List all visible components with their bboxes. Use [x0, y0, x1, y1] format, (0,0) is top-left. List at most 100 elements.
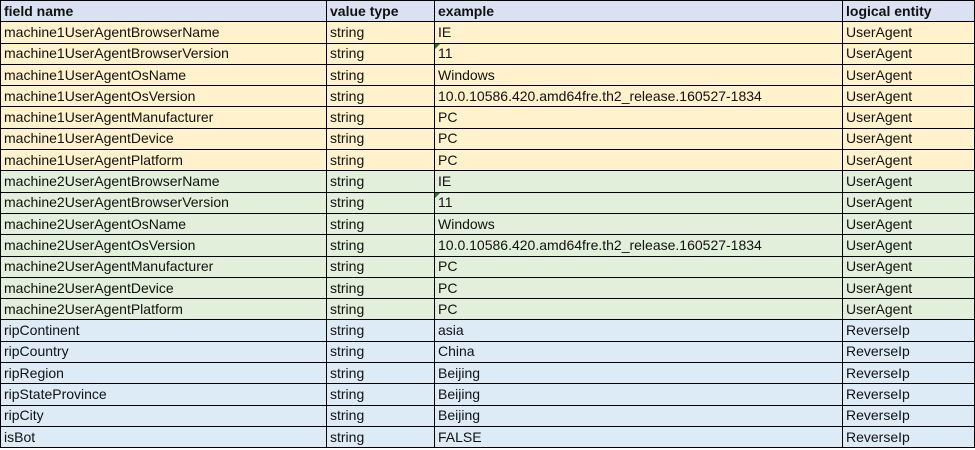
example-cell[interactable]: PC [434, 298, 843, 321]
example-cell[interactable]: IE [434, 21, 843, 44]
value-type-cell[interactable]: string [326, 340, 435, 364]
example-cell[interactable]: China [434, 340, 843, 364]
example-cell[interactable]: IE [434, 170, 843, 193]
header-logical-entity[interactable]: logical entity [842, 0, 975, 23]
logical-entity-cell[interactable]: UserAgent [842, 127, 975, 151]
logical-entity-cell[interactable]: UserAgent [842, 42, 975, 65]
field-name-cell[interactable]: machine1UserAgentBrowserName [0, 21, 327, 44]
value-type-cell[interactable]: string [326, 383, 435, 406]
field-name-cell[interactable]: machine2UserAgentDevice [0, 276, 327, 300]
value-type-cell[interactable]: string [326, 234, 435, 257]
example-cell[interactable]: 10.0.10586.420.amd64fre.th2_release.1605… [434, 85, 843, 108]
header-value-type[interactable]: value type [326, 0, 435, 23]
logical-entity-cell[interactable]: ReverseIp [842, 340, 975, 364]
logical-entity-cell[interactable]: UserAgent [842, 212, 975, 236]
example-cell[interactable]: Windows [434, 212, 843, 236]
value-type-cell[interactable]: string [326, 212, 435, 236]
field-name-cell[interactable]: machine2UserAgentBrowserVersion [0, 191, 327, 214]
logical-entity-cell[interactable]: UserAgent [842, 191, 975, 214]
example-cell[interactable]: 11 [434, 191, 843, 214]
table-row: ripContinent string asia ReverseIp [0, 319, 975, 342]
value-type-cell[interactable]: string [326, 191, 435, 214]
example-cell[interactable]: 10.0.10586.420.amd64fre.th2_release.1605… [434, 234, 843, 257]
field-name-cell[interactable]: machine2UserAgentPlatform [0, 298, 327, 321]
table-row: ripRegion string Beijing ReverseIp [0, 362, 975, 385]
table-row: machine2UserAgentManufacturer string PC Use… [0, 255, 975, 278]
logical-entity-cell[interactable]: UserAgent [842, 298, 975, 321]
value-type-cell[interactable]: string [326, 21, 435, 44]
logical-entity-cell[interactable]: ReverseIp [842, 362, 975, 385]
table-row: machine1UserAgentBrowserVersion string 11 U… [0, 42, 975, 65]
value-type-cell[interactable]: string [326, 404, 435, 427]
field-name-cell[interactable]: machine1UserAgentOsVersion [0, 85, 327, 108]
logical-entity-cell[interactable]: UserAgent [842, 85, 975, 108]
logical-entity-cell[interactable]: ReverseIp [842, 319, 975, 342]
field-name-cell[interactable]: machine2UserAgentManufacturer [0, 255, 327, 278]
logical-entity-cell[interactable]: UserAgent [842, 149, 975, 172]
field-name-cell[interactable]: ripContinent [0, 319, 327, 342]
table-row: machine2UserAgentOsName string Windows User… [0, 212, 975, 236]
field-name-cell[interactable]: machine2UserAgentOsVersion [0, 234, 327, 257]
logical-entity-cell[interactable]: UserAgent [842, 255, 975, 278]
value-type-cell[interactable]: string [326, 362, 435, 385]
field-name-cell[interactable]: machine2UserAgentBrowserName [0, 170, 327, 193]
logical-entity-cell[interactable]: ReverseIp [842, 425, 975, 449]
header-example[interactable]: example [434, 0, 843, 23]
table-row: ripCity string Beijing ReverseIp [0, 404, 975, 427]
logical-entity-cell[interactable]: UserAgent [842, 170, 975, 193]
table-row: machine1UserAgentBrowserName string IE User… [0, 21, 975, 44]
field-name-cell[interactable]: ripCity [0, 404, 327, 427]
logical-entity-cell[interactable]: UserAgent [842, 106, 975, 129]
table-row: machine1UserAgentOsVersion string 10.0.105… [0, 85, 975, 108]
logical-entity-cell[interactable]: ReverseIp [842, 404, 975, 427]
field-name-cell[interactable]: machine1UserAgentBrowserVersion [0, 42, 327, 65]
field-name-cell[interactable]: machine2UserAgentOsName [0, 212, 327, 236]
value-type-cell[interactable]: string [326, 255, 435, 278]
value-type-cell[interactable]: string [326, 170, 435, 193]
value-type-cell[interactable]: string [326, 298, 435, 321]
table-row: ripCountry string China ReverseIp [0, 340, 975, 364]
field-name-cell[interactable]: machine1UserAgentOsName [0, 63, 327, 87]
field-name-cell[interactable]: isBot [0, 425, 327, 449]
value-type-cell[interactable]: string [326, 127, 435, 151]
field-name-cell[interactable]: ripCountry [0, 340, 327, 364]
example-cell[interactable]: PC [434, 149, 843, 172]
value-type-cell[interactable]: string [326, 42, 435, 65]
value-type-cell[interactable]: string [326, 319, 435, 342]
table-row: machine2UserAgentPlatform string PC UserAge… [0, 298, 975, 321]
logical-entity-cell[interactable]: UserAgent [842, 234, 975, 257]
table-body: machine1UserAgentBrowserName string IE User… [0, 21, 975, 449]
example-cell[interactable]: FALSE [434, 425, 843, 449]
example-cell[interactable]: PC [434, 106, 843, 129]
field-name-cell[interactable]: ripStateProvince [0, 383, 327, 406]
value-type-cell[interactable]: string [326, 106, 435, 129]
table-row: machine1UserAgentDevice string PC UserAgent [0, 127, 975, 151]
example-cell[interactable]: PC [434, 276, 843, 300]
example-cell[interactable]: 11 [434, 42, 843, 65]
table-row: machine1UserAgentPlatform string PC UserAge… [0, 149, 975, 172]
example-cell[interactable]: Beijing [434, 404, 843, 427]
field-name-cell[interactable]: machine1UserAgentDevice [0, 127, 327, 151]
value-type-cell[interactable]: string [326, 425, 435, 449]
value-type-cell[interactable]: string [326, 85, 435, 108]
value-type-cell[interactable]: string [326, 63, 435, 87]
logical-entity-cell[interactable]: UserAgent [842, 63, 975, 87]
table-row: machine1UserAgentManufacturer string PC Use… [0, 106, 975, 129]
example-cell[interactable]: PC [434, 127, 843, 151]
header-field-name[interactable]: field name [0, 0, 327, 23]
field-name-cell[interactable]: machine1UserAgentPlatform [0, 149, 327, 172]
logical-entity-cell[interactable]: UserAgent [842, 21, 975, 44]
example-cell[interactable]: Beijing [434, 383, 843, 406]
value-type-cell[interactable]: string [326, 149, 435, 172]
example-cell[interactable]: Windows [434, 63, 843, 87]
example-cell[interactable]: asia [434, 319, 843, 342]
example-cell[interactable]: Beijing [434, 362, 843, 385]
example-cell[interactable]: PC [434, 255, 843, 278]
logical-entity-cell[interactable]: ReverseIp [842, 383, 975, 406]
logical-entity-cell[interactable]: UserAgent [842, 276, 975, 300]
field-name-cell[interactable]: ripRegion [0, 362, 327, 385]
value-type-cell[interactable]: string [326, 276, 435, 300]
table-row: machine2UserAgentBrowserVersion string 11 U… [0, 191, 975, 214]
field-name-cell[interactable]: machine1UserAgentManufacturer [0, 106, 327, 129]
